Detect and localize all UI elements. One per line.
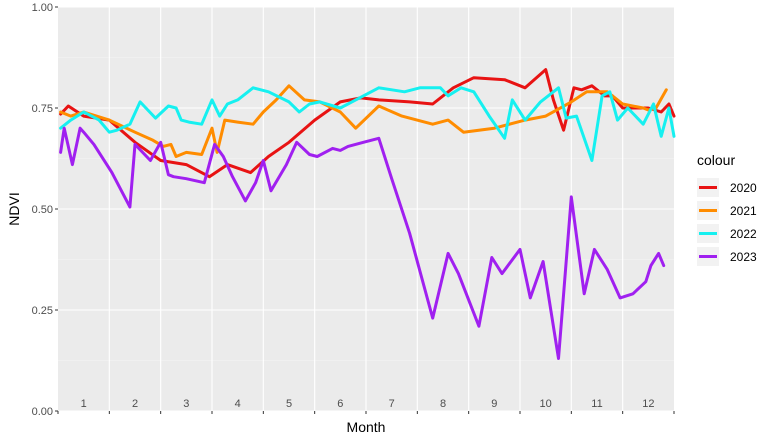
y-tick-label: 0.75 xyxy=(32,103,53,115)
legend-label-2022: 2022 xyxy=(730,227,757,241)
x-tick-label: 12 xyxy=(642,398,654,410)
x-tick-label: 5 xyxy=(286,398,292,410)
series-lines xyxy=(59,68,676,360)
y-tick-label: 0.00 xyxy=(32,406,53,418)
x-tick-label: 8 xyxy=(440,398,446,410)
grid-major xyxy=(58,6,674,412)
series-line-2022 xyxy=(59,86,676,162)
series-line-2023 xyxy=(59,126,666,360)
x-tick-label: 10 xyxy=(540,398,552,410)
legend-label-2021: 2021 xyxy=(730,204,757,218)
x-tick-labels: 1 2 3 4 5 6 7 8 9 10 11 12 xyxy=(81,398,655,410)
x-tick-label: 11 xyxy=(591,398,602,410)
y-tick-label: 1.00 xyxy=(32,2,53,14)
legend: colour 2020 2021 2022 2023 xyxy=(697,152,757,266)
x-tick-label: 1 xyxy=(81,398,87,410)
x-tick-label: 2 xyxy=(132,398,138,410)
y-axis-title: NDVI xyxy=(6,192,22,225)
x-axis-title: Month xyxy=(347,419,386,435)
legend-label-2020: 2020 xyxy=(730,181,757,195)
legend-title: colour xyxy=(697,152,735,168)
x-tick-label: 7 xyxy=(389,398,395,410)
x-tick-label: 6 xyxy=(337,398,343,410)
legend-label-2023: 2023 xyxy=(730,250,757,264)
series-line-2021 xyxy=(59,84,668,158)
y-tick-label: 0.25 xyxy=(32,305,53,317)
x-tick-label: 3 xyxy=(183,398,189,410)
y-tick-label: 0.50 xyxy=(32,204,53,216)
y-axis: 0.00 0.25 0.50 0.75 1.00 xyxy=(32,2,58,418)
x-tick-label: 4 xyxy=(235,398,241,410)
x-tick-label: 9 xyxy=(491,398,497,410)
